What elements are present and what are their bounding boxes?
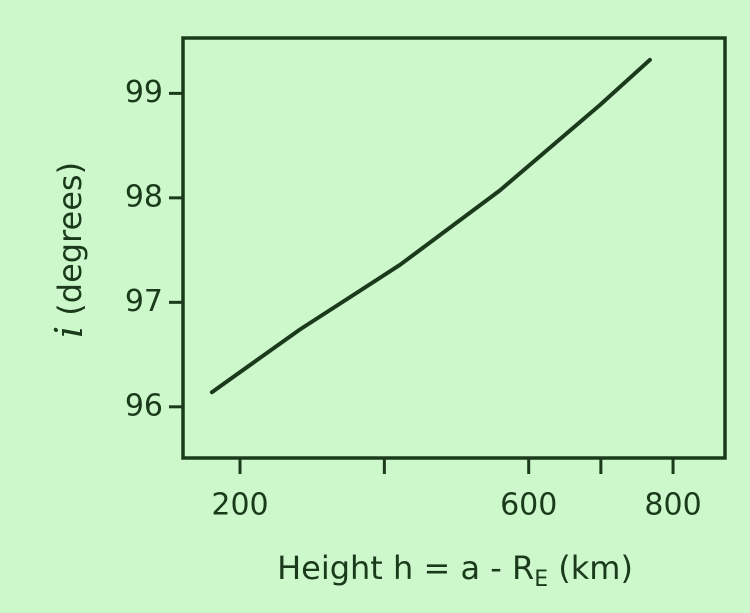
plot-frame [181, 36, 727, 460]
y-tick-label: 96 [125, 388, 163, 423]
x-label-spacer [548, 549, 558, 587]
y-label-symbol: i [47, 326, 91, 338]
y-tick-label: 99 [125, 75, 163, 110]
x-label-subscript: E [534, 567, 548, 592]
x-tick-label: 600 [500, 488, 557, 523]
x-label-main: Height h = a - R [277, 549, 534, 587]
x-axis-label: Height h = a - RE (km) [277, 549, 633, 592]
x-label-unit: (km) [558, 549, 633, 587]
x-tick-label: 800 [644, 488, 701, 523]
y-axis-label: i (degrees) [47, 162, 91, 338]
y-label-spacer [51, 316, 89, 326]
x-tick-label: 200 [211, 488, 268, 523]
y-tick-label: 97 [125, 284, 163, 319]
series-line [209, 57, 652, 395]
y-tick-label: 98 [125, 179, 163, 214]
y-label-text: (degrees) [51, 162, 89, 316]
